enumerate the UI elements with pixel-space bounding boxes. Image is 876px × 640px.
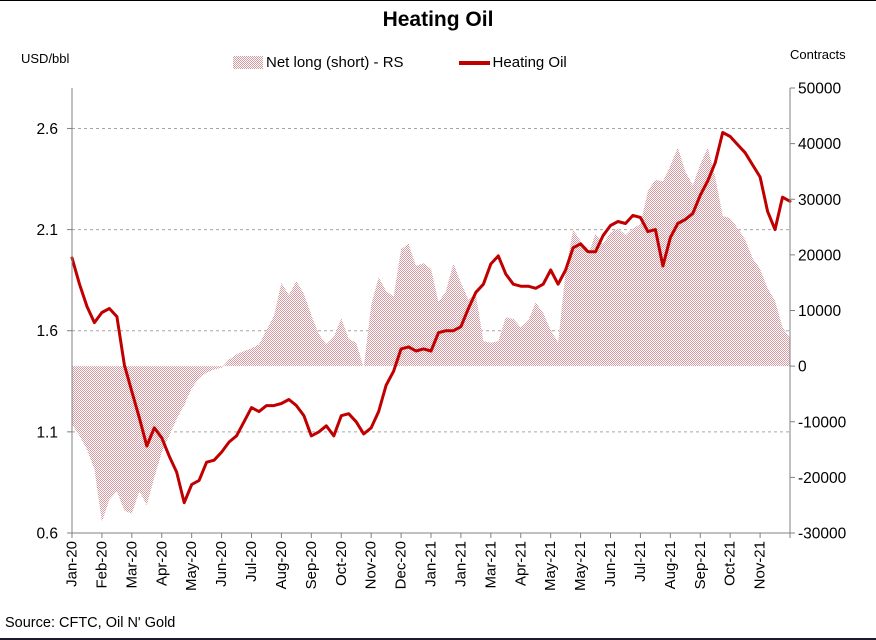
x-axis-tick-label: Feb-20 <box>93 541 110 589</box>
heating-oil-line-series <box>70 131 792 505</box>
x-axis-tick-label: Aug-20 <box>273 541 290 589</box>
x-axis-tick-label: Jan-21 <box>452 541 469 587</box>
legend-area-label: Net long (short) - RS <box>266 54 404 71</box>
x-axis-tick-label: Mar-21 <box>482 541 499 589</box>
x-axis-tick-label: Mar-20 <box>123 541 140 589</box>
x-axis-tick-label: Aug-21 <box>662 541 679 589</box>
x-axis-tick-label: Apr-21 <box>512 541 529 586</box>
left-axis-tick-label: 1.1 <box>36 424 58 441</box>
right-axis-tick-label: 50000 <box>798 81 841 98</box>
x-axis-tick-label: Apr-20 <box>153 541 170 586</box>
left-axis-tick-label: 2.6 <box>36 121 58 138</box>
x-axis-tick-label: Sep-20 <box>303 541 320 589</box>
x-axis-tick-label: Jun-20 <box>213 541 230 587</box>
right-axis-tick-label: 40000 <box>798 136 841 153</box>
x-axis-tick-label: May-21 <box>572 541 589 591</box>
source-note: Source: CFTC, Oil N' Gold <box>5 615 176 631</box>
x-axis-tick-label: May-20 <box>183 541 200 591</box>
left-axis-tick-label: 2.1 <box>36 222 58 239</box>
left-axis-tick-label: 1.6 <box>36 323 58 340</box>
page-top-border <box>0 0 876 1</box>
legend-line-swatch-icon <box>458 60 490 65</box>
page-bottom-border <box>0 638 876 640</box>
right-axis-tick-label: 0 <box>798 359 807 376</box>
right-axis-tick-label: 30000 <box>798 192 841 209</box>
right-axis-tick-label: -30000 <box>798 526 847 543</box>
left-axis-unit-label: USD/bbl <box>21 51 70 66</box>
legend: Net long (short) - RS Heating Oil <box>233 54 567 71</box>
x-axis-tick-label: Jan-20 <box>64 541 81 587</box>
x-axis-tick-label: Jul-21 <box>632 541 649 582</box>
right-axis-tick-label: 10000 <box>798 303 841 320</box>
legend-area-swatch-icon <box>233 56 263 69</box>
right-axis-tick-label: 20000 <box>798 247 841 264</box>
left-axis-tick-label: 0.6 <box>36 526 58 543</box>
x-axis-tick-label: May-21 <box>542 541 559 591</box>
x-axis-tick-label: Jul-20 <box>243 541 260 582</box>
legend-line-label: Heating Oil <box>492 54 567 71</box>
net-long-area-series <box>72 147 790 522</box>
x-axis-tick-label: Oct-21 <box>722 541 739 586</box>
x-axis-tick-label: Nov-21 <box>752 541 769 589</box>
x-axis-tick-label: Jun-21 <box>602 541 619 587</box>
x-axis-tick-label: Oct-20 <box>333 541 350 586</box>
x-axis-tick-label: Nov-20 <box>363 541 380 589</box>
x-axis-tick-label: Dec-20 <box>393 541 410 589</box>
x-axis-tick-label: Jan-21 <box>423 541 440 587</box>
right-axis-tick-label: -20000 <box>798 470 847 487</box>
x-axis-tick-label: Sep-21 <box>692 541 709 589</box>
right-axis-tick-label: -10000 <box>798 414 847 431</box>
chart-title: Heating Oil <box>382 8 494 31</box>
right-axis-unit-label: Contracts <box>790 47 846 62</box>
